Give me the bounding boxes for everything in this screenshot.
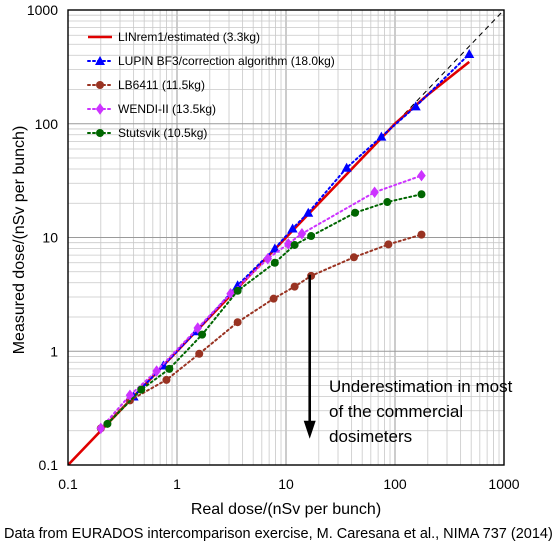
data-point [269,294,278,303]
grid [67,10,504,466]
y-tick-label: 0.1 [39,457,59,473]
data-point [417,190,426,199]
data-point [284,238,293,250]
x-tick-label: 1000 [488,476,519,492]
legend: LINrem1/estimated (3.3kg) LUPIN BF3/corre… [87,30,335,140]
legend-swatch-marker [96,81,104,89]
data-point [410,101,421,111]
x-axis-label: Real dose/(nSv per bunch) [191,501,381,518]
data-point [96,422,106,435]
y-tick-label: 100 [35,116,59,132]
series-line [106,193,423,425]
tick-labels: 0.1 1 10 100 1000 0.1 1 10 100 1000 [27,2,520,492]
data-point [165,364,174,373]
data-point [152,365,161,377]
legend-item: WENDI-II (13.5kg) [87,102,216,116]
data-point [349,253,358,262]
data-point [383,198,392,207]
legend-label: WENDI-II (13.5kg) [118,102,216,116]
data-point [341,162,352,172]
data-point [307,232,316,241]
annotation-arrow-head [303,420,316,439]
legend-item: LB6411 (11.5kg) [87,78,205,92]
annotation-text-line: of the commercial [329,402,463,421]
data-point [233,286,242,295]
legend-swatch-marker [96,129,104,137]
legend-item: LINrem1/estimated (3.3kg) [88,30,260,44]
data-point [376,131,387,141]
legend-swatch-marker [95,103,105,115]
data-point [290,282,299,291]
annotation: Underestimation in most of the commercial… [303,274,513,446]
data-point [270,258,279,267]
legend-label: LUPIN BF3/correction algorithm (18.0kg) [118,54,335,68]
data-point [162,375,171,384]
data-point [417,169,426,182]
data-point [232,280,243,290]
x-tick-label: 100 [383,476,407,492]
series-line [99,174,423,430]
data-point [464,49,475,59]
data-point [290,240,299,249]
annotation-text-line: dosimeters [329,427,412,446]
data-point [307,271,316,280]
legend-item: LUPIN BF3/correction algorithm (18.0kg) [87,54,335,68]
plot-frame [67,9,505,466]
x-tick-label: 10 [278,476,294,492]
legend-label: LINrem1/estimated (3.3kg) [118,30,260,44]
data-point [198,330,207,339]
data-point [195,349,204,358]
data-point [303,207,314,217]
series-layer [68,49,475,465]
legend-label: Stutsvik (10.5kg) [118,126,207,140]
data-point [370,186,379,198]
data-point [417,230,426,239]
data-point [297,227,307,240]
data-point [193,322,202,334]
x-tick-label: 1 [173,476,181,492]
legend-swatch-marker [95,56,105,65]
chart: 0.1 1 10 100 1000 0.1 1 10 100 1000 Real dose/(nS… [11,2,520,518]
data-point [233,318,242,327]
legend-label: LB6411 (11.5kg) [118,78,205,92]
data-point [351,208,360,217]
y-tick-label: 1000 [27,2,58,18]
legend-item: Stutsvik (10.5kg) [87,126,207,140]
y-axis-label: Measured dose/(nSv per bunch) [11,126,28,355]
series-4 [103,190,426,428]
data-point [287,223,298,233]
data-point [269,243,280,253]
source-caption: Data from EURADOS intercomparison exerci… [4,526,553,542]
y-tick-label: 1 [50,343,58,359]
data-point [263,253,272,265]
y-tick-label: 10 [42,230,58,246]
x-tick-label: 0.1 [58,476,78,492]
data-point [137,385,146,394]
data-point [384,240,393,249]
annotation-text-line: Underestimation in most [329,377,513,396]
data-point [103,419,112,428]
